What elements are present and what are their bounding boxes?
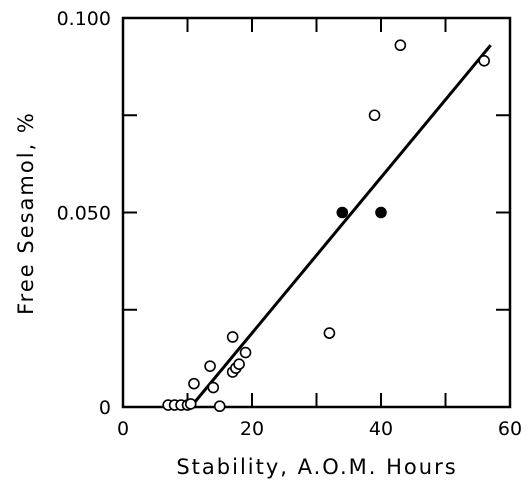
y-tick-label: 0.100 xyxy=(57,8,111,30)
plot-frame xyxy=(121,16,512,409)
x-tick-label: 40 xyxy=(369,418,393,440)
y-tick-label: 0 xyxy=(99,397,111,419)
filled-data-point xyxy=(336,206,349,219)
open-data-point xyxy=(239,346,252,359)
open-data-point xyxy=(226,331,239,343)
open-data-point xyxy=(207,381,220,394)
x-tick-label: 0 xyxy=(117,418,129,440)
open-data-point xyxy=(368,109,381,122)
open-data-point xyxy=(204,360,216,372)
open-data-point xyxy=(188,377,200,390)
y-tick-label: 0.050 xyxy=(57,203,111,225)
x-axis-title: Stability, A.O.M. Hours xyxy=(176,455,457,479)
open-data-point xyxy=(394,39,407,52)
open-data-point xyxy=(184,398,197,410)
x-tick-label: 20 xyxy=(240,418,264,440)
x-tick-label: 60 xyxy=(498,418,522,440)
open-data-point xyxy=(323,327,336,339)
open-data-point xyxy=(233,358,245,371)
open-data-point xyxy=(478,54,491,67)
regression-line xyxy=(192,44,492,405)
filled-data-point xyxy=(375,206,387,219)
open-data-point xyxy=(213,400,226,413)
y-axis-title: Free Sesamol, % xyxy=(14,111,38,315)
